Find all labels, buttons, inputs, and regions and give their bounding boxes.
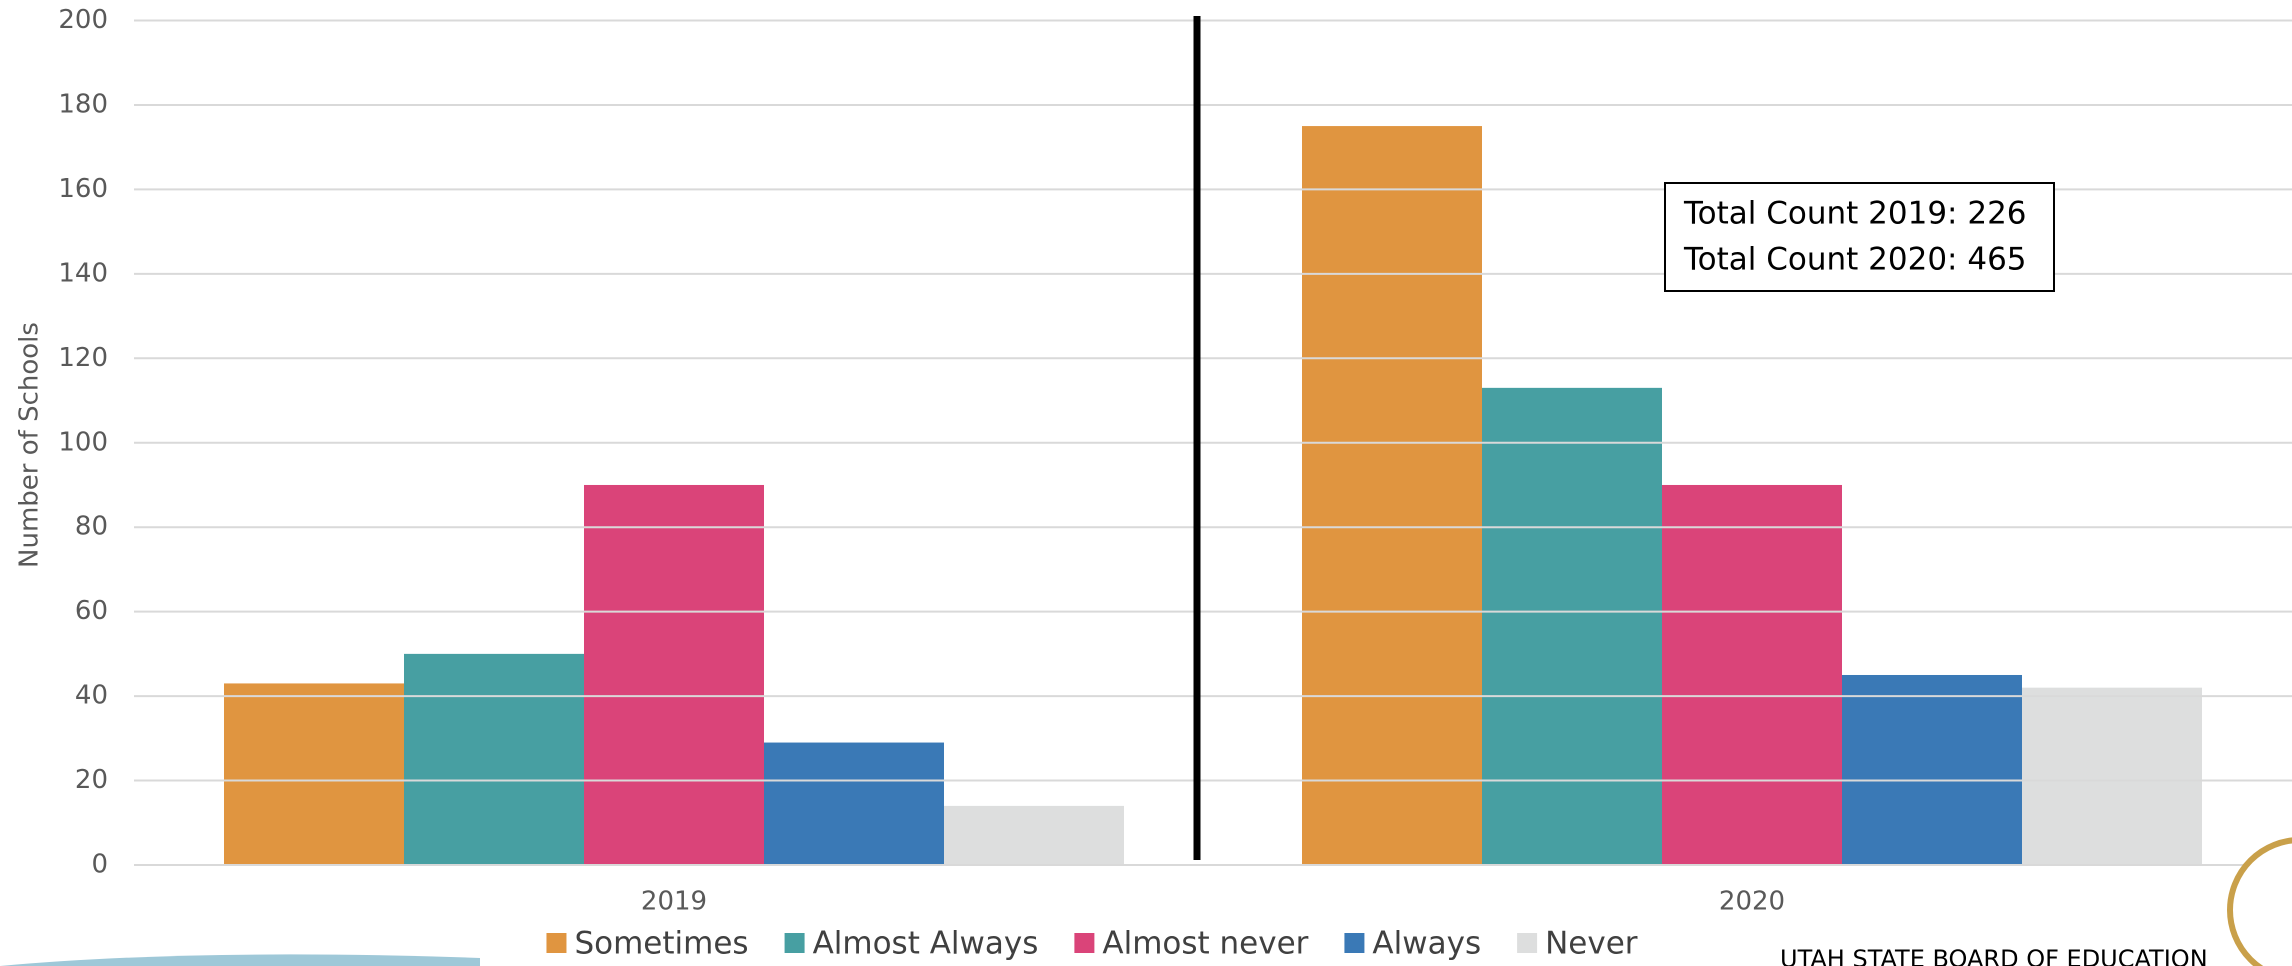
legend-label: Almost Always xyxy=(813,926,1039,962)
y-tick-label: 80 xyxy=(75,512,108,542)
annotation: Total Count 2020: 465 xyxy=(1683,242,2027,278)
decor-swoosh xyxy=(0,954,480,966)
legend-swatch xyxy=(1074,933,1095,953)
y-tick-label: 140 xyxy=(58,258,108,288)
footer: UTAH STATE BOARD OF EDUCATION xyxy=(1780,945,2208,966)
legend-swatch xyxy=(546,933,567,953)
y-tick-label: 200 xyxy=(58,5,108,35)
legend-label: Almost never xyxy=(1102,926,1308,962)
annotation: Total Count 2019: 226 xyxy=(1683,196,2027,232)
annotation-box xyxy=(1664,182,2055,292)
legend-label: Never xyxy=(1545,926,1638,962)
y-tick-label: 60 xyxy=(75,596,108,626)
bar xyxy=(1482,387,1662,865)
bar xyxy=(764,742,944,865)
bar xyxy=(404,653,584,865)
bar xyxy=(1842,674,2022,865)
y-tick-label: 160 xyxy=(58,174,108,204)
bar xyxy=(2022,687,2202,865)
legend-swatch xyxy=(1517,933,1538,953)
bar xyxy=(944,805,1124,865)
y-tick-label: 0 xyxy=(91,850,108,880)
x-tick-label: 2020 xyxy=(1719,887,1785,917)
bar xyxy=(1662,484,1842,865)
y-tick-label: 40 xyxy=(75,681,108,711)
legend-swatch xyxy=(784,933,805,953)
legend-label: Always xyxy=(1372,926,1481,962)
bar xyxy=(584,484,764,865)
y-tick-label: 120 xyxy=(58,343,108,373)
logo xyxy=(2227,837,2292,966)
y-tick-label: 20 xyxy=(75,765,108,795)
x-tick-label: 2019 xyxy=(641,887,707,917)
y-tick-label: 180 xyxy=(58,89,108,119)
bar xyxy=(224,683,404,865)
legend-label: Sometimes xyxy=(574,926,748,962)
y-tick-label: 100 xyxy=(58,427,108,457)
y-axis-label: Number of Schools xyxy=(15,322,45,568)
bar xyxy=(1302,126,1482,865)
legend-swatch xyxy=(1344,933,1365,953)
